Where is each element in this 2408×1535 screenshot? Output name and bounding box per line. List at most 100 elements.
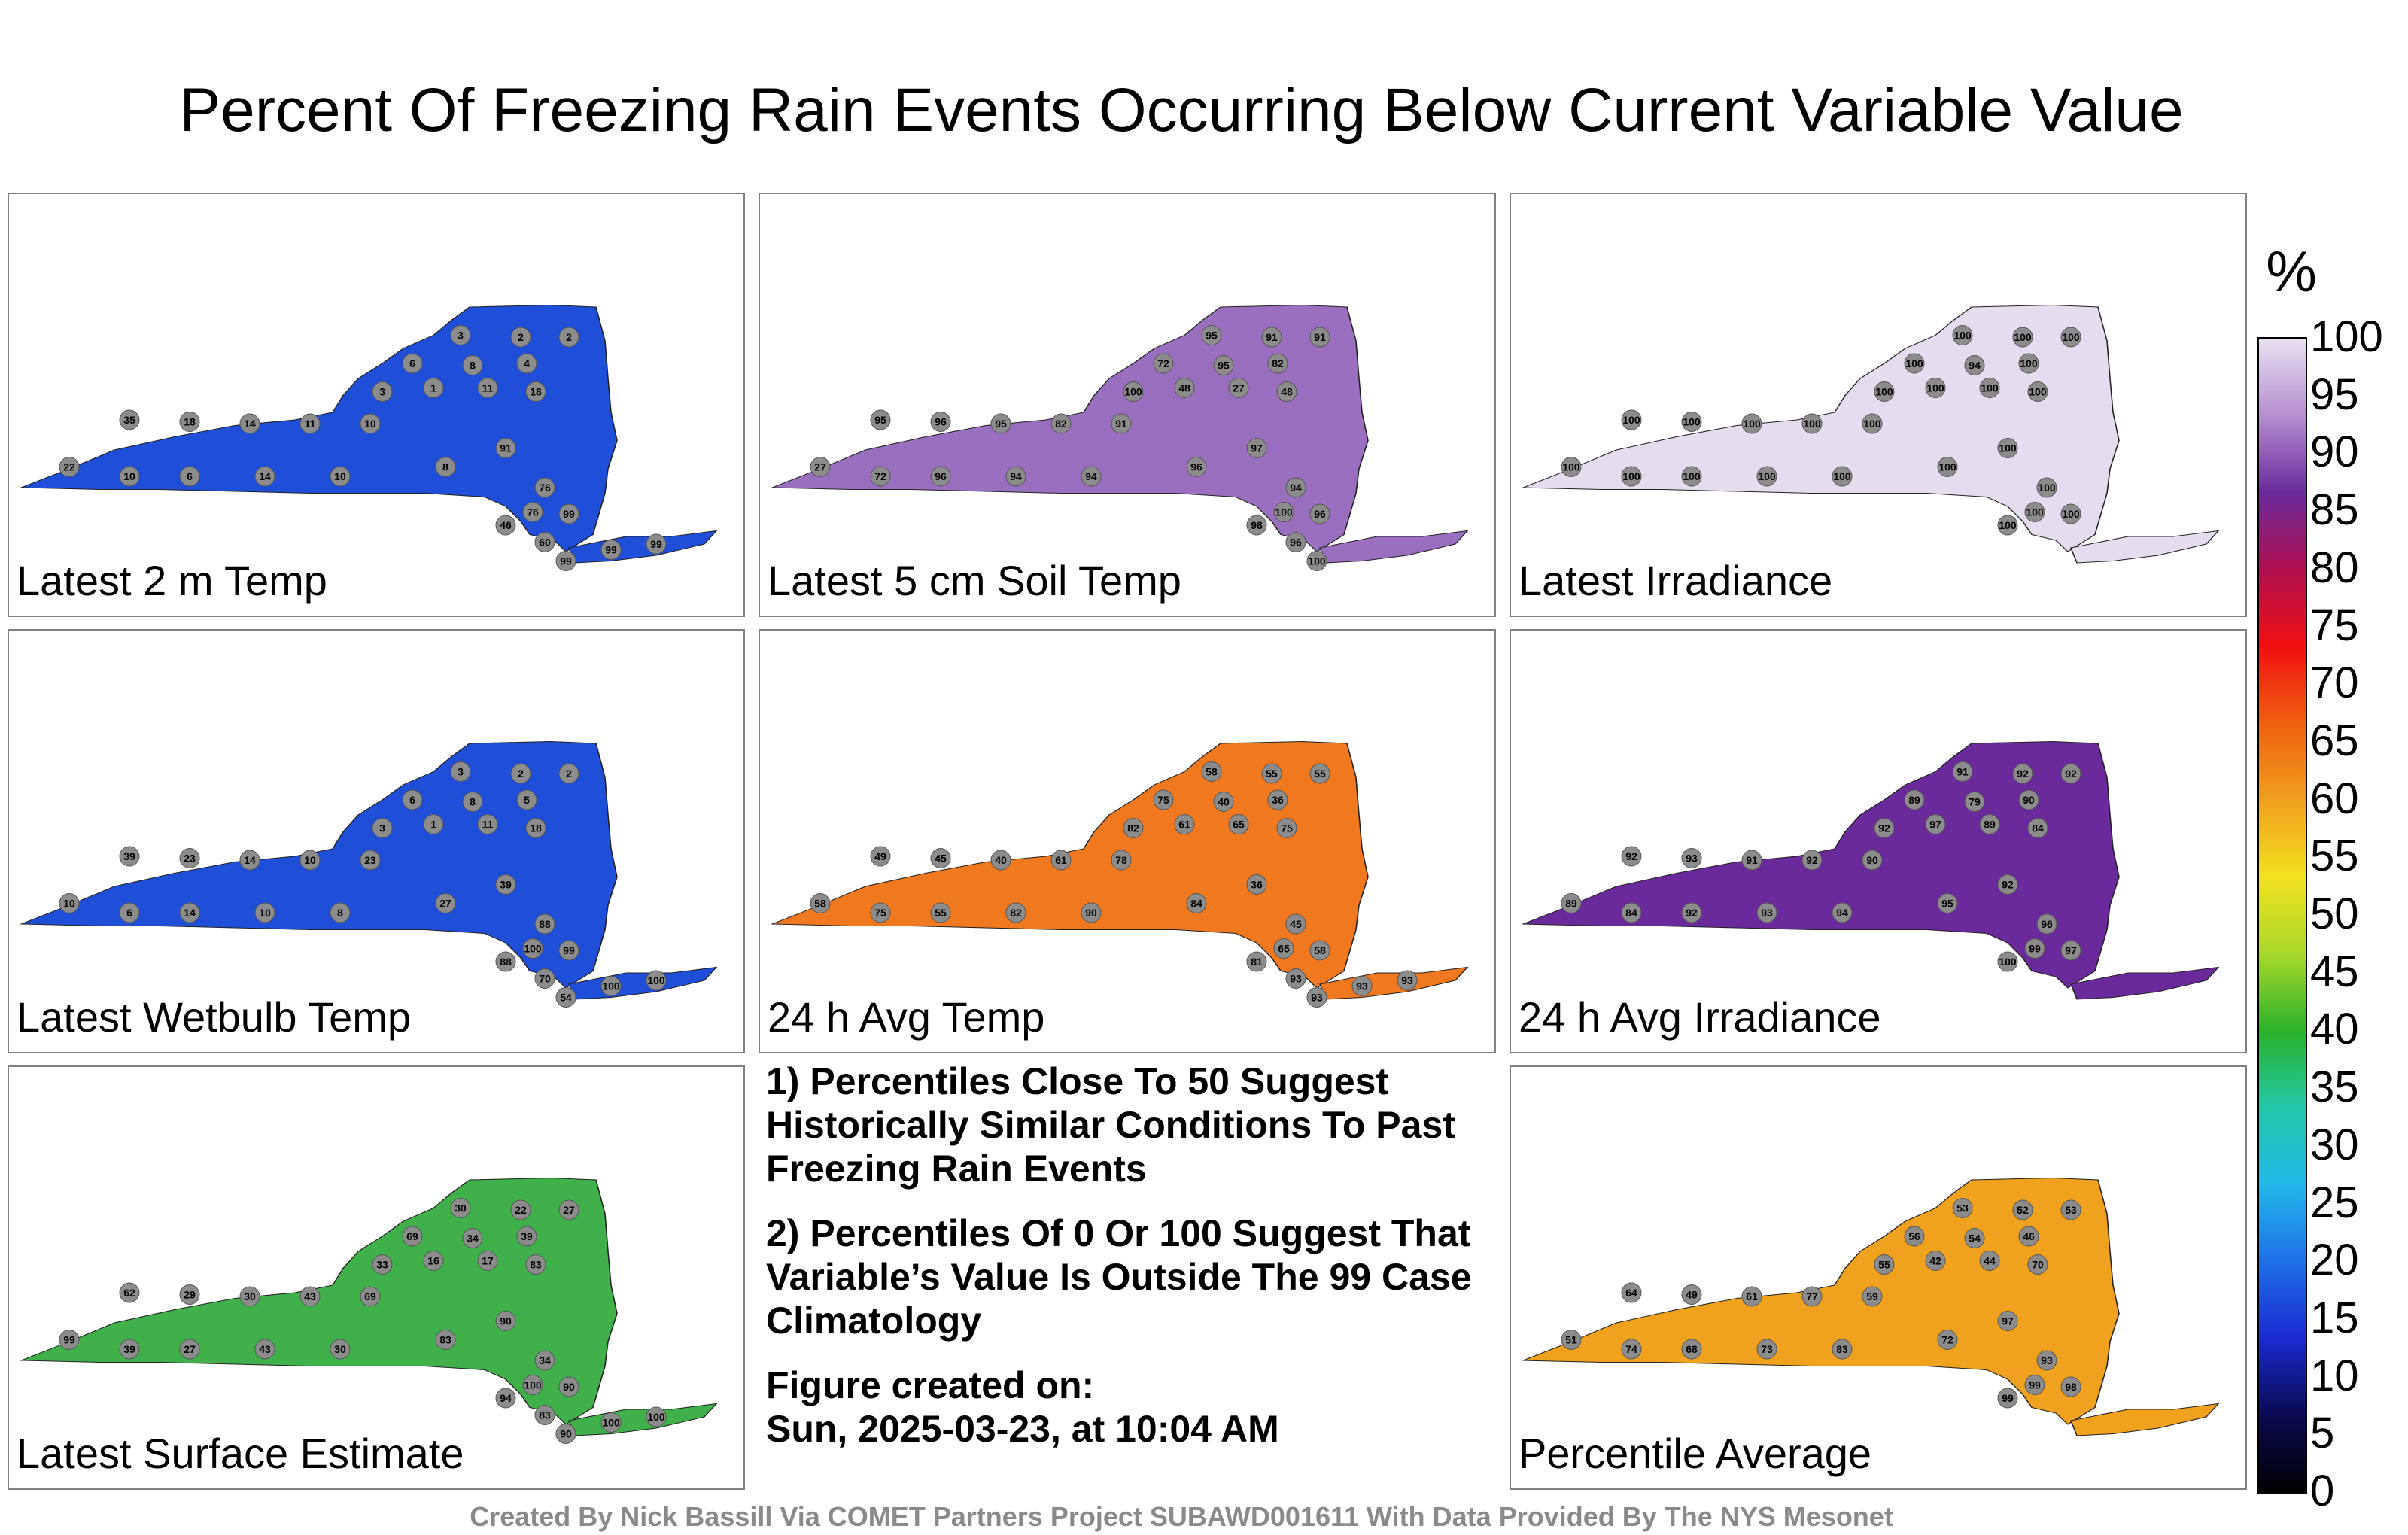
station-value: 11 bbox=[482, 382, 494, 394]
station-marker bbox=[2018, 1226, 2039, 1247]
station-marker bbox=[1228, 378, 1249, 398]
station-marker bbox=[558, 503, 579, 524]
station-marker bbox=[930, 466, 951, 487]
station-value: 100 bbox=[602, 980, 620, 992]
station-marker bbox=[1862, 850, 1883, 871]
station-value: 89 bbox=[1565, 898, 1577, 910]
station-value: 99 bbox=[605, 544, 617, 556]
station-marker bbox=[870, 466, 891, 487]
station-value: 1 bbox=[430, 819, 436, 831]
station-value: 30 bbox=[244, 1290, 256, 1302]
station-marker bbox=[1561, 893, 1582, 913]
station-marker bbox=[1874, 1254, 1895, 1275]
station-value: 73 bbox=[1761, 1343, 1773, 1355]
station-value: 99 bbox=[63, 1334, 75, 1346]
station-marker bbox=[1273, 938, 1294, 959]
station-value: 98 bbox=[2065, 1381, 2077, 1393]
station-marker bbox=[435, 1330, 456, 1350]
station-marker bbox=[1111, 850, 1132, 871]
station-value: 92 bbox=[2017, 768, 2029, 780]
station-marker bbox=[1351, 976, 1373, 996]
station-marker bbox=[1261, 327, 1282, 348]
station-marker bbox=[1874, 818, 1895, 838]
station-marker bbox=[522, 502, 543, 522]
station-value: 34 bbox=[539, 1354, 551, 1366]
station-value: 83 bbox=[439, 1334, 451, 1346]
station-marker bbox=[450, 761, 471, 782]
station-marker bbox=[423, 378, 444, 398]
station-value: 10 bbox=[259, 907, 271, 919]
colorbar-tick-label: 65 bbox=[2310, 716, 2359, 765]
station-marker bbox=[2027, 1254, 2048, 1275]
station-marker bbox=[600, 976, 622, 996]
colorbar-tick-label: 100 bbox=[2310, 312, 2383, 361]
station-marker bbox=[534, 913, 555, 935]
station-value: 100 bbox=[1124, 386, 1142, 398]
station-marker bbox=[360, 413, 381, 434]
station-value: 65 bbox=[1233, 819, 1245, 831]
station-value: 91 bbox=[1314, 331, 1326, 343]
station-marker bbox=[402, 353, 423, 374]
station-marker bbox=[1925, 378, 1946, 398]
long-island-outline bbox=[2070, 530, 2220, 564]
station-value: 100 bbox=[1905, 357, 1923, 369]
station-marker bbox=[1801, 1286, 1823, 1307]
station-marker bbox=[1952, 325, 1973, 345]
station-marker bbox=[534, 477, 555, 498]
station-value: 96 bbox=[1190, 461, 1202, 473]
station-marker bbox=[1123, 381, 1144, 402]
station-value: 68 bbox=[1686, 1343, 1698, 1355]
station-value: 100 bbox=[1926, 382, 1944, 394]
station-value: 100 bbox=[2026, 506, 2044, 518]
map-panel-24h-avg-temp: 58 55 55 75 40 36 82 61 65 75 49 45 40 61 78 58 75 55 82 90… bbox=[759, 629, 1496, 1053]
station-marker bbox=[1186, 457, 1207, 477]
station-marker bbox=[462, 1228, 483, 1248]
station-marker bbox=[558, 763, 579, 784]
station-value: 96 bbox=[2041, 918, 2053, 930]
station-value: 92 bbox=[2002, 879, 2014, 891]
station-marker bbox=[1862, 1286, 1883, 1307]
station-value: 39 bbox=[123, 1343, 135, 1355]
station-value: 2 bbox=[518, 331, 524, 343]
station-value: 100 bbox=[647, 1411, 665, 1423]
station-value: 6 bbox=[187, 470, 193, 482]
station-value: 53 bbox=[2065, 1204, 2077, 1216]
station-marker bbox=[1111, 413, 1132, 434]
station-value: 92 bbox=[1878, 822, 1890, 834]
station-value: 100 bbox=[1999, 519, 2017, 531]
station-value: 2 bbox=[566, 768, 572, 780]
station-value: 58 bbox=[814, 898, 826, 910]
state-map: 95 91 91 72 95 82 100 48 27 48 95 96 95 82 91 27 72 96 94 9… bbox=[770, 304, 1469, 571]
station-value: 72 bbox=[874, 470, 886, 482]
station-value: 39 bbox=[521, 1230, 533, 1242]
station-marker bbox=[930, 848, 951, 868]
station-marker bbox=[1273, 502, 1294, 522]
station-marker bbox=[1285, 477, 1306, 498]
station-value: 72 bbox=[1941, 1334, 1953, 1346]
station-value: 48 bbox=[1281, 386, 1293, 398]
station-value: 91 bbox=[1266, 331, 1278, 343]
station-marker bbox=[179, 902, 200, 923]
station-marker bbox=[1621, 902, 1642, 923]
station-marker bbox=[1228, 814, 1249, 834]
station-marker bbox=[1005, 466, 1026, 487]
station-marker bbox=[477, 814, 498, 834]
station-value: 78 bbox=[1115, 854, 1127, 866]
figure-title: Percent Of Freezing Rain Events Occurrin… bbox=[179, 76, 2184, 144]
station-marker bbox=[1832, 1339, 1853, 1360]
station-marker bbox=[254, 466, 275, 487]
colorbar-tick-label: 30 bbox=[2310, 1120, 2359, 1169]
station-marker bbox=[119, 1339, 140, 1360]
station-value: 94 bbox=[1969, 360, 1981, 372]
station-value: 62 bbox=[123, 1287, 135, 1299]
station-value: 100 bbox=[1622, 470, 1640, 482]
panel-label: 24 h Avg Temp bbox=[768, 993, 1045, 1041]
station-marker bbox=[59, 893, 80, 913]
station-value: 3 bbox=[458, 330, 464, 342]
station-marker bbox=[1050, 850, 1072, 871]
station-value: 92 bbox=[2065, 768, 2077, 780]
station-marker bbox=[1153, 353, 1174, 374]
station-marker bbox=[423, 1251, 444, 1271]
station-marker bbox=[495, 951, 516, 972]
